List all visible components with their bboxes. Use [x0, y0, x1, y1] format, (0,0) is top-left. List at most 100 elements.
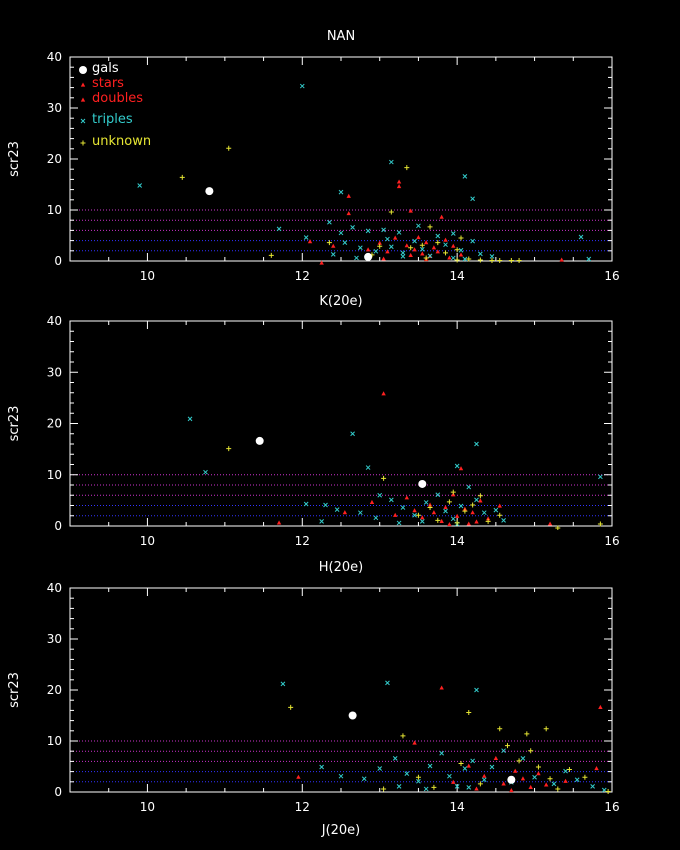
- series-triples: [280, 680, 607, 793]
- stars-point: [396, 184, 402, 189]
- stars-point: [439, 214, 444, 219]
- series-gals: [205, 187, 373, 261]
- stars-point: [393, 512, 398, 517]
- stars-point: [443, 237, 448, 242]
- stars-point: [346, 211, 351, 216]
- unknown-point: [547, 776, 553, 782]
- unknown-point: [388, 209, 394, 215]
- y-tick-label: 10: [47, 734, 62, 748]
- legend-label-unknown: unknown: [92, 134, 151, 149]
- triples-point: [578, 234, 584, 240]
- stars-point: [466, 521, 471, 526]
- unknown-point: [516, 257, 522, 263]
- stars-point: [385, 249, 390, 254]
- stars-point: [319, 260, 324, 265]
- triples-point: [400, 250, 406, 256]
- triples-point: [358, 245, 363, 251]
- stars-point: [447, 521, 452, 527]
- triples-point: [330, 252, 336, 257]
- stars-point: [369, 499, 375, 505]
- unknown-point: [450, 489, 456, 495]
- unknown-point: [555, 786, 561, 792]
- gals-point: [507, 775, 516, 784]
- triples-point: [377, 766, 383, 771]
- stars-point: [412, 247, 417, 252]
- unknown-point: [415, 774, 421, 780]
- stars-point: [520, 776, 526, 781]
- triples-point: [532, 774, 537, 780]
- stars-point: [447, 255, 452, 260]
- y-tick-label: 20: [47, 152, 62, 166]
- triples-point: [419, 246, 425, 252]
- series-unknown: [226, 446, 603, 530]
- triples-point: [551, 781, 557, 787]
- triples-point: [354, 255, 359, 261]
- stars-point: [420, 515, 425, 520]
- stars-point: [547, 521, 553, 526]
- series-unknown: [179, 145, 522, 263]
- stars-point: [458, 466, 464, 471]
- stars-point: [470, 510, 475, 515]
- stars-point: [439, 518, 444, 523]
- unknown-point: [477, 781, 483, 787]
- y-tick-label: 30: [47, 365, 62, 379]
- stars-point: [420, 251, 425, 256]
- y-tick-label: 20: [47, 683, 62, 697]
- chart-title: K(20e): [319, 294, 362, 309]
- triples-point: [377, 492, 383, 498]
- stars-point: [331, 243, 336, 248]
- triples-point: [478, 251, 483, 257]
- unknown-point: [423, 255, 429, 261]
- triples-point: [443, 508, 448, 514]
- triples-point: [474, 687, 479, 693]
- gals-point: [364, 252, 373, 261]
- x-tick-label: 12: [295, 534, 310, 548]
- stars-point: [559, 257, 564, 262]
- stars-point: [543, 782, 549, 787]
- triples-point: [563, 768, 568, 774]
- triples-point: [303, 235, 309, 240]
- unknown-point: [288, 704, 294, 710]
- unknown-point: [516, 758, 522, 764]
- x-tick-label: 14: [450, 800, 465, 814]
- triples-point: [489, 764, 495, 770]
- unknown-point: [462, 508, 468, 514]
- stars-point: [451, 243, 456, 248]
- unknown-point: [454, 520, 460, 526]
- triples-point: [319, 519, 324, 524]
- triples-point: [450, 231, 456, 236]
- x-tick-label: 12: [295, 800, 310, 814]
- x-tick-label: 10: [140, 269, 155, 283]
- y-tick-label: 0: [54, 785, 62, 799]
- triples-point: [435, 492, 441, 498]
- stars-point: [594, 766, 599, 771]
- stars-point: [563, 778, 568, 783]
- unknown-point: [528, 748, 534, 754]
- stars-point: [404, 495, 410, 500]
- unknown-point: [454, 247, 460, 253]
- triples-point: [454, 784, 460, 789]
- stars-point: [412, 508, 417, 513]
- stars-point: [474, 786, 479, 791]
- gals-point: [205, 187, 214, 196]
- triples-point: [323, 502, 328, 508]
- triples-point: [590, 784, 595, 789]
- legend-label-triples: triples: [92, 112, 133, 127]
- triples-point: [474, 497, 479, 503]
- triples-point: [400, 254, 406, 259]
- unknown-point: [504, 743, 510, 749]
- triples-point: [447, 773, 452, 779]
- unknown-point: [497, 512, 503, 518]
- x-tick-label: 16: [604, 269, 619, 283]
- unknown-point: [497, 726, 503, 732]
- unknown-point: [470, 502, 476, 508]
- triples-point: [412, 238, 417, 244]
- scatter-panel-3: H(20e) 10 12 14 16 0 10 20 30 40 scr23 J(20e): [7, 560, 620, 838]
- unknown-point: [535, 764, 541, 770]
- legend-marker-doubles: [80, 97, 86, 102]
- chart-title: H(20e): [319, 560, 363, 575]
- unknown-point: [458, 760, 464, 766]
- triples-point: [443, 242, 448, 248]
- triples-point: [381, 227, 386, 233]
